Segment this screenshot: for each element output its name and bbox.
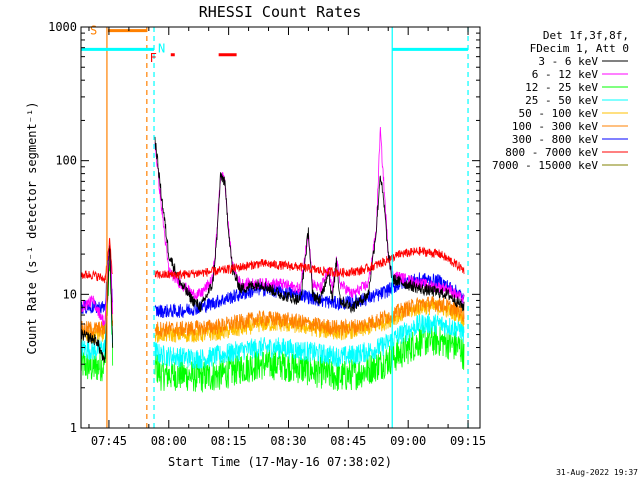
legend-entry-label: 300 - 800 keV — [512, 133, 598, 146]
x-tick-label: 07:45 — [91, 434, 127, 448]
legend-entry-label: 7000 - 15000 keV — [492, 159, 598, 172]
generation-timestamp: 31-Aug-2022 19:37 — [556, 468, 638, 477]
legend-entry-label: 50 - 100 keV — [519, 107, 599, 120]
y-axis-label: Count Rate (s⁻¹ detector segment⁻¹) — [25, 102, 39, 355]
legend-header: FDecim 1, Att 0 — [530, 42, 629, 55]
axes-layer: 1 10 100 1000 07:45 08:00 08:15 08:30 08:45 09:00… — [48, 20, 486, 448]
y-tick-label: 100 — [55, 154, 77, 168]
x-tick-label: 09:15 — [450, 434, 486, 448]
legend-entry-label: 12 - 25 keV — [525, 81, 598, 94]
y-tick-label: 1 — [70, 421, 77, 435]
y-tick-label: 10 — [63, 287, 77, 301]
x-tick-label: 08:30 — [270, 434, 306, 448]
chart-title: RHESSI Count Rates — [199, 3, 362, 21]
x-tick-label: 09:00 — [390, 434, 426, 448]
x-tick-label: 08:00 — [151, 434, 187, 448]
flare-marker-label: F — [150, 51, 157, 65]
night-marker-label: N — [158, 41, 165, 55]
x-axis-label: Start Time (17-May-16 07:38:02) — [168, 455, 392, 469]
legend-entry-label: 100 - 300 keV — [512, 120, 598, 133]
series-layer — [80, 127, 465, 393]
x-tick-label: 08:45 — [330, 434, 366, 448]
saa-marker-label: S — [90, 24, 97, 38]
legend-entry-label: 6 - 12 keV — [532, 68, 599, 81]
y-tick-label: 1000 — [48, 20, 77, 34]
plot-frame — [80, 26, 481, 429]
series-line — [80, 127, 465, 327]
series-line — [80, 237, 465, 284]
legend-header: Det 1f,3f,8f, — [543, 29, 629, 42]
x-tick-label: 08:15 — [211, 434, 247, 448]
legend-entry-label: 3 - 6 keV — [538, 55, 598, 68]
legend-entry-label: 800 - 7000 keV — [505, 146, 598, 159]
legend-entry-label: 25 - 50 keV — [525, 94, 598, 107]
marker-layer: S NF — [81, 24, 469, 428]
